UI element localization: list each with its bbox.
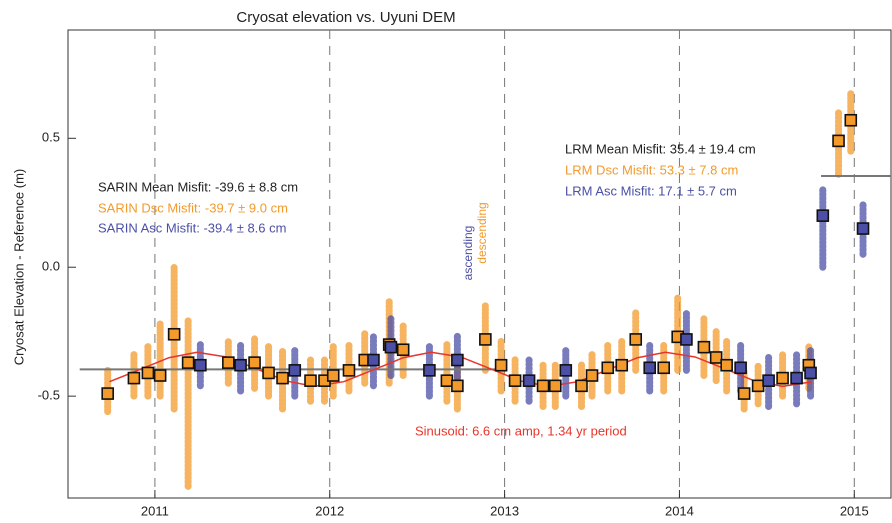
mean-marker	[832, 134, 845, 148]
mean-marker	[559, 364, 573, 377]
mean-marker	[816, 209, 830, 222]
mean-marker	[844, 113, 858, 127]
mean-marker	[141, 366, 155, 380]
annotation: LRM Asc Misfit: 17.1 ± 5.7 cm	[565, 183, 737, 198]
mean-marker	[451, 353, 464, 367]
mean-marker	[643, 361, 657, 375]
annotation: SARIN Asc Misfit: -39.4 ± 8.6 cm	[98, 220, 286, 235]
plot-frame	[67, 29, 892, 499]
mean-marker	[762, 374, 775, 387]
mean-marker	[222, 356, 235, 369]
mean-marker	[396, 343, 410, 357]
mean-marker	[709, 351, 723, 364]
mean-marker	[508, 374, 522, 387]
mean-marker	[167, 327, 181, 341]
mean-marker	[451, 379, 464, 393]
mean-marker	[601, 361, 615, 375]
mean-marker	[440, 374, 454, 387]
mean-marker	[737, 387, 751, 400]
annotation: descending	[475, 202, 489, 263]
mean-marker	[856, 222, 870, 235]
mean-marker	[536, 379, 550, 393]
x-tick-label: 2012	[315, 503, 344, 518]
mean-marker	[629, 333, 643, 346]
y-axis-label: Cryosat Elevation - Reference (m)	[11, 169, 26, 366]
mean-marker	[751, 379, 765, 393]
annotation: ascending	[461, 226, 475, 281]
mean-marker	[680, 333, 693, 346]
mean-marker	[494, 358, 508, 372]
mean-marker	[384, 340, 398, 354]
y-tick-label: 0.0	[42, 259, 60, 274]
mean-marker	[585, 369, 599, 382]
mean-marker	[615, 358, 629, 372]
y-tick-label: 0.5	[42, 130, 60, 145]
mean-marker	[276, 371, 289, 385]
annotation: LRM Mean Misfit: 35.4 ± 19.4 cm	[565, 141, 756, 156]
mean-marker	[479, 333, 492, 346]
mean-marker	[776, 371, 789, 385]
x-tick-label: 2014	[665, 503, 694, 518]
mean-marker	[101, 387, 114, 400]
y-tick-label: -0.5	[38, 388, 60, 403]
mean-marker	[423, 364, 436, 377]
mean-marker	[548, 379, 562, 393]
mean-marker	[234, 358, 247, 372]
mean-marker	[181, 356, 195, 369]
mean-marker	[657, 361, 671, 375]
mean-marker	[326, 369, 340, 382]
mean-marker	[734, 361, 747, 375]
mean-marker	[288, 364, 302, 377]
mean-marker	[575, 379, 588, 393]
mean-marker	[522, 374, 536, 387]
x-tick-label: 2015	[840, 503, 869, 518]
mean-marker	[367, 353, 380, 367]
mean-marker	[248, 356, 261, 369]
mean-marker	[304, 374, 317, 387]
mean-marker	[194, 358, 207, 372]
mean-marker	[790, 371, 803, 385]
annotation: LRM Dsc Misfit: 53.3 ± 7.8 cm	[565, 162, 738, 177]
annotation: Sinusoid: 6.6 cm amp, 1.34 yr period	[415, 423, 627, 438]
x-tick-label: 2011	[141, 503, 169, 518]
annotation: SARIN Dsc Misfit: -39.7 ± 9.0 cm	[98, 200, 288, 215]
mean-marker	[342, 364, 356, 377]
mean-marker	[262, 366, 275, 380]
mean-marker	[697, 340, 711, 354]
mean-marker	[153, 369, 167, 382]
mean-marker	[720, 358, 733, 372]
x-tick-label: 2013	[490, 503, 519, 518]
mean-marker	[804, 366, 817, 380]
chart-title: Cryosat elevation vs. Uyuni DEM	[236, 9, 455, 26]
mean-marker	[127, 371, 141, 385]
annotation: SARIN Mean Misfit: -39.6 ± 8.8 cm	[98, 179, 298, 194]
